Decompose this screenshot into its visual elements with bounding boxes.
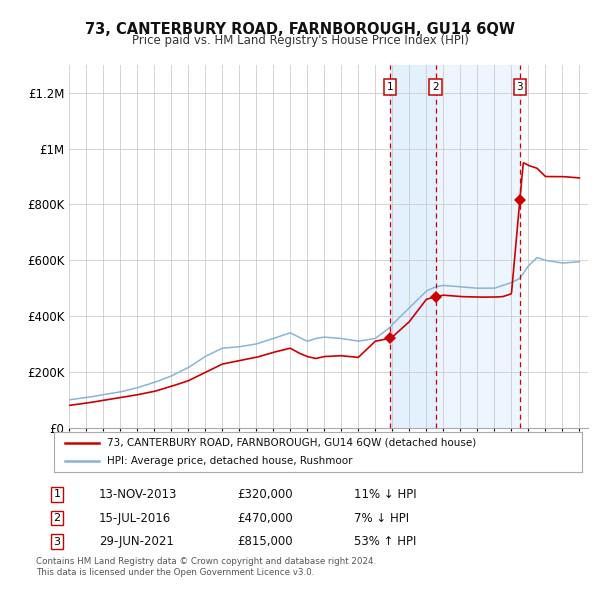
- Text: 2: 2: [53, 513, 61, 523]
- Text: £815,000: £815,000: [237, 535, 293, 548]
- Text: 11% ↓ HPI: 11% ↓ HPI: [354, 488, 416, 501]
- Text: 1: 1: [53, 490, 61, 499]
- Text: 1: 1: [387, 82, 394, 92]
- Text: 29-JUN-2021: 29-JUN-2021: [99, 535, 174, 548]
- Text: £320,000: £320,000: [237, 488, 293, 501]
- Text: Contains HM Land Registry data © Crown copyright and database right 2024.: Contains HM Land Registry data © Crown c…: [36, 558, 376, 566]
- Bar: [390, 65, 436, 428]
- Text: 13-NOV-2013: 13-NOV-2013: [99, 488, 178, 501]
- Text: Price paid vs. HM Land Registry's House Price Index (HPI): Price paid vs. HM Land Registry's House …: [131, 34, 469, 47]
- Bar: [436, 65, 520, 428]
- Text: 53% ↑ HPI: 53% ↑ HPI: [354, 535, 416, 548]
- Text: This data is licensed under the Open Government Licence v3.0.: This data is licensed under the Open Gov…: [36, 568, 314, 577]
- Text: 3: 3: [53, 537, 61, 546]
- Text: £470,000: £470,000: [237, 512, 293, 525]
- Text: 15-JUL-2016: 15-JUL-2016: [99, 512, 171, 525]
- Text: 73, CANTERBURY ROAD, FARNBOROUGH, GU14 6QW (detached house): 73, CANTERBURY ROAD, FARNBOROUGH, GU14 6…: [107, 438, 476, 448]
- Text: 73, CANTERBURY ROAD, FARNBOROUGH, GU14 6QW: 73, CANTERBURY ROAD, FARNBOROUGH, GU14 6…: [85, 22, 515, 37]
- Text: 7% ↓ HPI: 7% ↓ HPI: [354, 512, 409, 525]
- Text: 3: 3: [517, 82, 523, 92]
- Text: HPI: Average price, detached house, Rushmoor: HPI: Average price, detached house, Rush…: [107, 456, 352, 466]
- Text: 2: 2: [432, 82, 439, 92]
